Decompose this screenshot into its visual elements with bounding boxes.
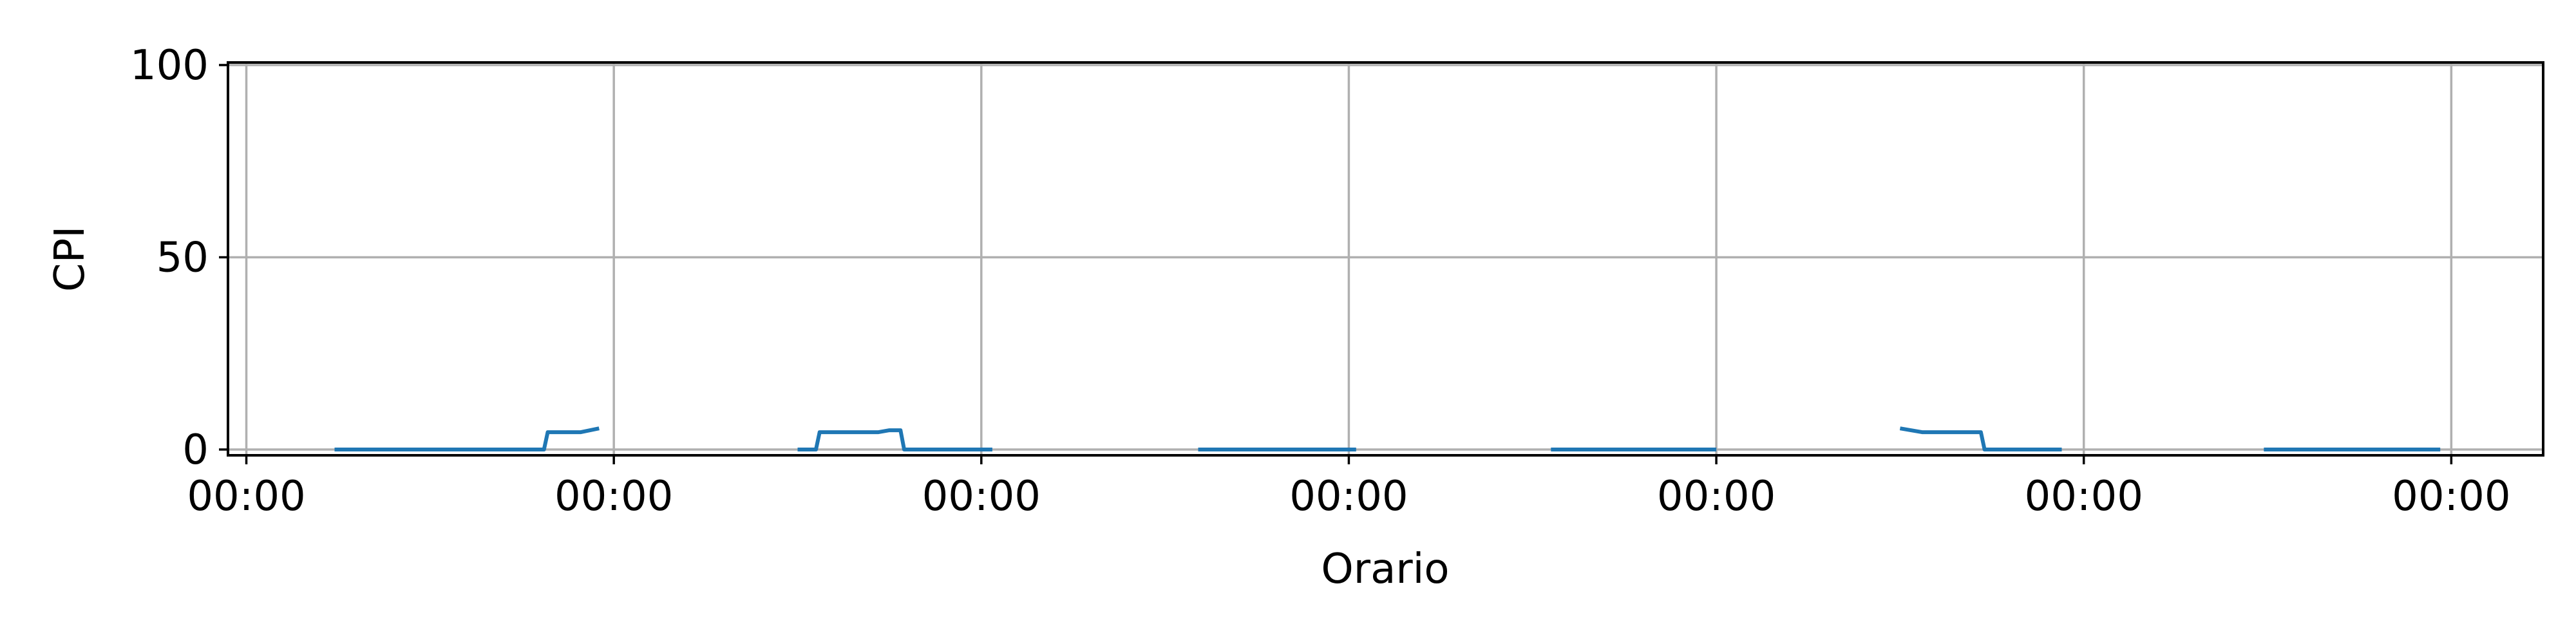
x-tick-label: 00:00 xyxy=(1289,473,1408,520)
x-tick-label: 00:00 xyxy=(1657,473,1776,520)
plot-frame xyxy=(227,61,2544,457)
x-tick-label: 00:00 xyxy=(554,473,673,520)
series-line-segment xyxy=(334,426,600,451)
x-tick-label: 00:00 xyxy=(2392,473,2510,520)
series-line-segment xyxy=(797,428,992,451)
y-tick-label: 100 xyxy=(130,42,209,90)
x-tick-label: 00:00 xyxy=(922,473,1041,520)
x-axis-label: Orario xyxy=(1321,545,1449,593)
series-line-segment xyxy=(1899,426,2062,451)
x-tick-label: 00:00 xyxy=(2024,473,2143,520)
grid-lines xyxy=(228,62,2543,455)
axis-ticks: 00:00 00:00 00:00 00:00 00:00 00:00 00:0005010… xyxy=(130,42,2511,520)
x-tick-label: 00:00 xyxy=(187,473,305,520)
series-lines xyxy=(334,426,2441,451)
y-tick-label: 50 xyxy=(156,234,209,282)
y-axis-label: CPI xyxy=(46,226,94,292)
y-tick-label: 0 xyxy=(182,426,209,474)
